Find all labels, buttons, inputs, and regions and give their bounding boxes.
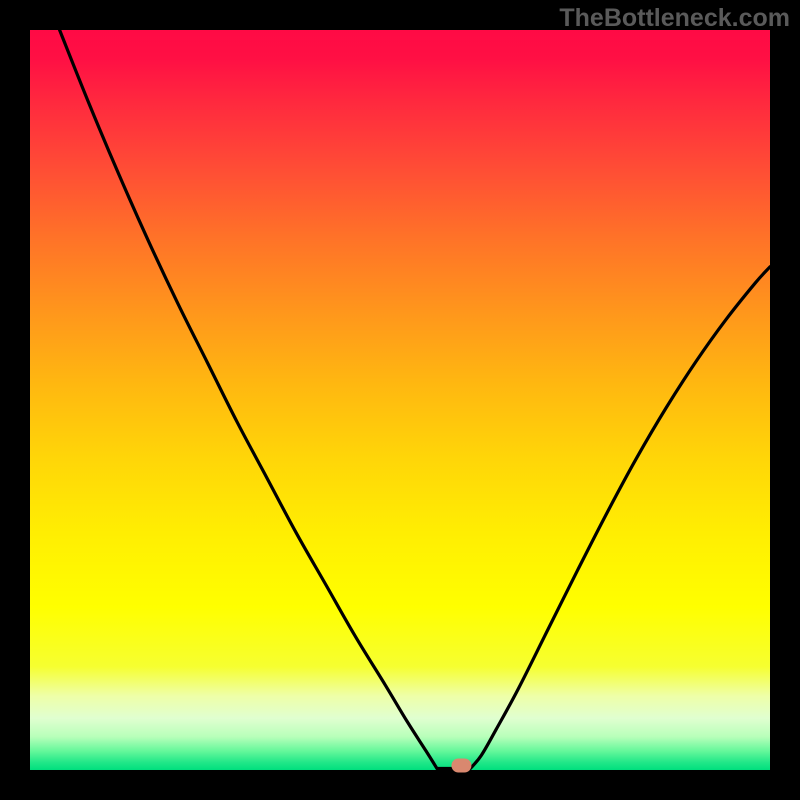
watermark-label: TheBottleneck.com <box>559 4 790 33</box>
bottleneck-chart <box>0 0 800 800</box>
bottleneck-marker <box>451 759 471 773</box>
chart-container: TheBottleneck.com <box>0 0 800 800</box>
chart-gradient-background <box>30 30 770 770</box>
